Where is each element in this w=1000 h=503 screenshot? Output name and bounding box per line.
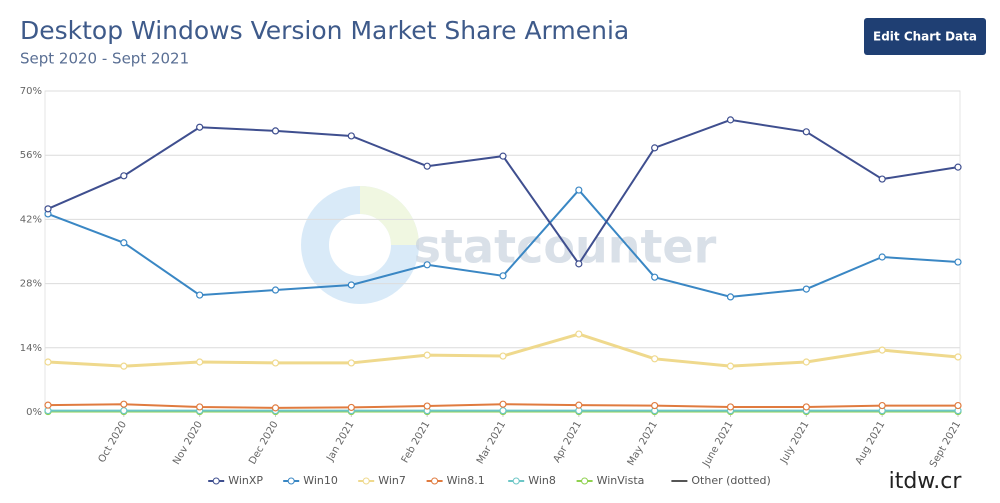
data-point: [651, 144, 659, 152]
data-point: [726, 362, 735, 370]
legend-label: Win8.1: [447, 474, 485, 487]
legend-marker: [362, 477, 370, 485]
legend-marker: [287, 477, 295, 485]
data-point: [423, 402, 431, 410]
data-point: [651, 401, 659, 410]
series-line: [47, 332, 959, 368]
data-point: [878, 253, 886, 261]
data-point: [347, 359, 355, 367]
data-point: [651, 355, 659, 363]
data-point: [726, 403, 735, 411]
data-point: [575, 260, 583, 268]
data-point: [196, 291, 204, 299]
data-point: [120, 407, 128, 415]
legend-label: WinVista: [597, 474, 645, 487]
data-point: [726, 116, 735, 124]
data-point: [499, 407, 507, 415]
data-point: [954, 163, 962, 171]
legend-label: Other (dotted): [691, 474, 770, 487]
data-point: [499, 152, 507, 160]
x-tick-label: Aug 2021: [854, 420, 888, 467]
x-tick-label: Mar 2021: [475, 420, 508, 467]
legend-marker: [512, 477, 520, 485]
x-tick-label: Feb 2021: [400, 420, 433, 466]
data-point: [954, 353, 962, 361]
data-point: [347, 403, 355, 412]
data-point: [878, 346, 886, 354]
y-tick-label: 42%: [20, 214, 42, 225]
legend-marker: [431, 477, 439, 485]
x-tick-label: Nov 2020: [171, 420, 205, 467]
y-tick-label: 0%: [26, 407, 42, 418]
data-point: [802, 285, 810, 293]
data-point: [271, 359, 280, 367]
edit-button[interactable]: [864, 18, 986, 55]
chart-subtitle: Sept 2020 - Sept 2021: [20, 50, 189, 68]
watermark: [301, 186, 419, 304]
data-point: [878, 401, 886, 410]
y-tick-label: 28%: [20, 279, 42, 290]
data-point: [802, 403, 810, 411]
data-point: [44, 401, 52, 409]
y-tick-label: 56%: [20, 150, 42, 161]
data-point: [271, 404, 280, 412]
data-point: [271, 127, 280, 135]
data-point: [347, 132, 355, 140]
data-point: [423, 261, 431, 269]
data-point: [423, 351, 431, 359]
watermark-text: statcounter: [414, 220, 717, 274]
data-point: [499, 272, 507, 280]
data-point: [44, 205, 52, 213]
y-tick-label: 14%: [20, 343, 42, 354]
data-point: [575, 186, 583, 194]
data-point: [423, 162, 431, 170]
data-point: [347, 281, 355, 289]
legend-marker: [581, 477, 589, 485]
legend-label: WinXP: [228, 474, 263, 487]
legend-label: Win7: [378, 474, 406, 487]
x-tick-label: May 2021: [626, 420, 660, 468]
data-point: [802, 358, 810, 366]
data-point: [499, 400, 507, 408]
data-point: [196, 403, 204, 411]
legend-label: Win10: [303, 474, 338, 487]
data-point: [878, 175, 886, 183]
data-point: [120, 362, 128, 370]
x-tick-label: Apr 2021: [552, 420, 584, 465]
data-point: [575, 401, 583, 409]
x-tick-label: Oct 2020: [97, 420, 129, 465]
x-tick-label: Dec 2020: [247, 420, 281, 467]
x-tick-label: Jan 2021: [324, 420, 356, 465]
data-point: [726, 293, 735, 301]
legend-label: Win8: [528, 474, 556, 487]
data-point: [954, 401, 962, 410]
data-point: [802, 128, 810, 136]
x-tick-label: Sept 2021: [928, 420, 963, 470]
data-point: [954, 258, 962, 266]
site-watermark: itdw.cr: [889, 469, 963, 494]
data-point: [499, 352, 507, 360]
data-point: [651, 273, 659, 281]
data-point: [271, 286, 280, 294]
data-point: [196, 358, 204, 366]
data-point: [120, 400, 128, 408]
y-tick-label: 70%: [20, 86, 42, 97]
data-point: [120, 172, 128, 180]
x-tick-label: July 2021: [778, 420, 811, 467]
data-point: [44, 358, 52, 366]
edit-button-label[interactable]: Edit Chart Data: [873, 30, 977, 44]
data-point: [196, 123, 204, 131]
data-point: [120, 239, 128, 247]
chart-title: Desktop Windows Version Market Share Arm…: [20, 16, 629, 45]
data-point: [575, 330, 583, 338]
x-tick-label: June 2021: [700, 420, 735, 470]
legend-marker: [212, 477, 220, 485]
